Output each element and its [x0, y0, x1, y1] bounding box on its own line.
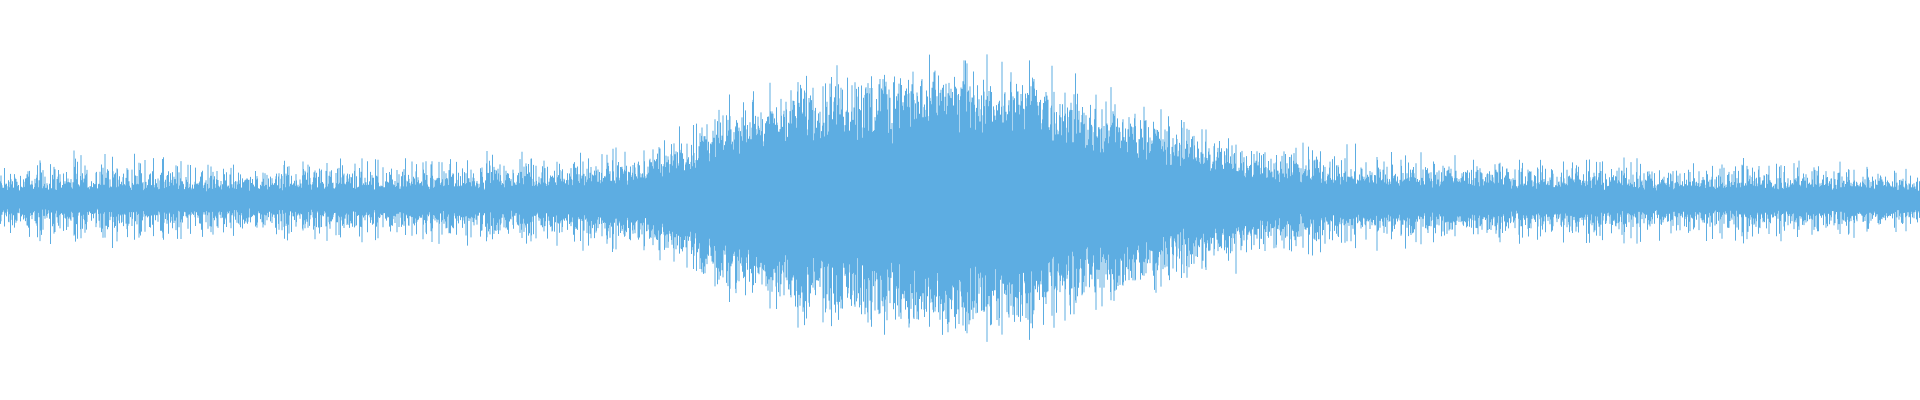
waveform-trace [0, 54, 1920, 342]
